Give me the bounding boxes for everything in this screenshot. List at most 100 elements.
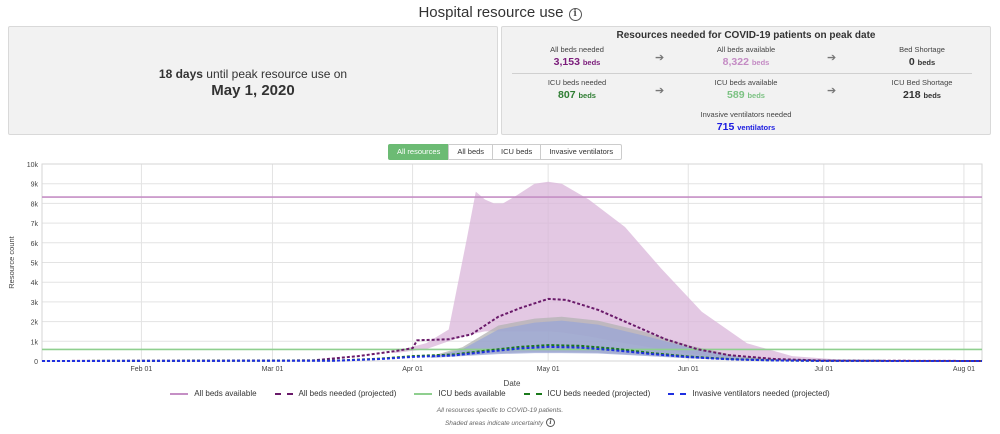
info-icon[interactable]: i	[546, 418, 556, 427]
y-tick-label: 4k	[31, 280, 39, 287]
series-line	[41, 297, 983, 362]
vent-needed-value-row: 715 ventilators	[681, 121, 811, 133]
chart-lines	[41, 196, 983, 362]
y-axis-ticks: 0 1k 2k 3k 4k 5k 6k 7k 8k 9k 10k	[27, 162, 39, 366]
ventilators-needed: Invasive ventilators needed 715 ventilat…	[681, 110, 811, 133]
x-tick-label: Jul 01	[814, 366, 833, 373]
x-tick-label: Aug 01	[953, 366, 975, 373]
icu-needed-value-row: 807 beds	[512, 89, 642, 101]
all-beds-available-label: All beds available	[716, 45, 776, 54]
legend-swatch	[274, 392, 293, 395]
legend-item[interactable]: ICU beds available	[414, 389, 506, 398]
y-tick-label: 8k	[31, 201, 39, 208]
x-tick-label: May 01	[537, 366, 560, 373]
legend-label: ICU beds available	[438, 389, 506, 398]
uncertainty-band	[394, 181, 888, 361]
peak-countdown: 18 days until peak resource use on	[9, 67, 497, 81]
legend-item[interactable]: All beds needed (projected)	[274, 389, 397, 398]
note-uncertainty: Shaded areas indicate uncertainty i	[0, 418, 1000, 427]
peak-summary-panel: 18 days until peak resource use on May 1…	[8, 26, 498, 135]
all-beds-needed-label: All beds needed	[550, 45, 604, 54]
x-axis-label: Date	[504, 379, 521, 388]
resource-chart: 0 1k 2k 3k 4k 5k 6k 7k 8k 9k 10k Feb 01 Mar 01 Apr 0…	[7, 162, 983, 388]
note-specific: All resources specific to COVID-19 patie…	[436, 407, 564, 414]
peak-days: 18 days	[158, 67, 203, 81]
x-tick-label: Jun 01	[678, 366, 699, 373]
legend-label: All beds available	[194, 389, 257, 398]
x-tick-label: Apr 01	[402, 366, 423, 373]
icu-needed-label: ICU beds needed	[547, 78, 607, 87]
y-tick-label: 0	[34, 359, 38, 366]
icu-needed-value: 807	[558, 89, 576, 101]
icu-available-label: ICU beds available	[714, 78, 778, 87]
icu-beds-available: ICU beds available 589 beds	[681, 78, 811, 101]
icu-needed-unit: beds	[578, 91, 596, 100]
legend-label: Invasive ventilators needed (projected)	[692, 389, 830, 398]
legend-swatch	[414, 392, 433, 395]
legend-item[interactable]: All beds available	[170, 389, 257, 398]
legend-item[interactable]: Invasive ventilators needed (projected)	[668, 389, 830, 398]
plot-frame	[41, 163, 983, 362]
icu-beds-needed: ICU beds needed 807 beds	[512, 78, 642, 101]
resource-tabs: All resources All beds ICU beds Invasive…	[388, 144, 623, 160]
legend-swatch	[523, 392, 542, 395]
x-axis-ticks: Feb 01 Mar 01 Apr 01 May 01 Jun 01 Jul 01 Aug …	[131, 366, 976, 373]
y-tick-label: 1k	[31, 339, 39, 346]
icu-shortage-label: ICU Bed Shortage	[891, 78, 953, 87]
all-beds-available: All beds available 8,322 beds	[681, 45, 811, 68]
all-beds-needed-value: 3,153	[553, 56, 580, 68]
vent-needed-unit: ventilators	[737, 123, 776, 132]
legend-swatch	[668, 392, 687, 395]
bed-shortage-unit: beds	[917, 58, 936, 67]
y-tick-label: 2k	[31, 320, 39, 327]
info-icon[interactable]: i	[568, 8, 582, 21]
icu-available-value: 589	[727, 89, 745, 101]
resources-panel: Resources needed for COVID-19 patients o…	[501, 26, 991, 135]
legend-label: ICU beds needed (projected)	[547, 389, 651, 398]
arrow-right-icon: ➔	[655, 52, 665, 64]
bed-shortage-label: Bed Shortage	[899, 45, 945, 54]
all-beds-needed: All beds needed 3,153 beds	[512, 45, 642, 68]
icu-shortage-value: 218	[903, 89, 921, 101]
bed-shortage: Bed Shortage 0 beds	[857, 45, 987, 68]
divider	[512, 73, 972, 74]
icu-shortage-value-row: 218 beds	[857, 89, 987, 101]
y-axis-label: Resource count	[7, 235, 16, 288]
all-beds-available-value: 8,322	[722, 56, 749, 68]
series-line	[41, 345, 983, 362]
vent-needed-label: Invasive ventilators needed	[700, 110, 792, 119]
chart-legend: All beds available All beds needed (proje…	[0, 389, 1000, 398]
peak-days-text: until peak resource use on	[202, 67, 348, 81]
page-title-text: Hospital resource use	[418, 4, 564, 21]
all-beds-available-value-row: 8,322 beds	[681, 56, 811, 68]
vent-needed-value: 715	[716, 121, 735, 133]
bed-shortage-value: 0	[908, 56, 915, 68]
y-tick-label: 6k	[31, 241, 39, 248]
arrow-right-icon: ➔	[655, 85, 665, 97]
tab-invasive-ventilators[interactable]: Invasive ventilators	[540, 144, 623, 160]
all-beds-needed-value-row: 3,153 beds	[512, 56, 642, 68]
arrow-right-icon: ➔	[827, 85, 837, 97]
peak-date: May 1, 2020	[211, 82, 295, 99]
bed-shortage-value-row: 0 beds	[857, 56, 987, 68]
icu-available-unit: beds	[747, 91, 765, 100]
all-beds-needed-unit: beds	[582, 58, 601, 67]
icu-bed-shortage: ICU Bed Shortage 218 beds	[857, 78, 987, 101]
y-tick-label: 5k	[31, 261, 39, 268]
y-tick-label: 7k	[31, 221, 39, 228]
note-uncertainty-text: Shaded areas indicate uncertainty	[444, 420, 544, 427]
y-tick-label: 10k	[27, 162, 39, 169]
all-beds-available-unit: beds	[751, 58, 770, 67]
y-tick-label: 3k	[31, 300, 39, 307]
page-title: Hospital resource use i	[0, 4, 1000, 21]
icu-shortage-unit: beds	[923, 91, 941, 100]
resources-title: Resources needed for COVID-19 patients o…	[616, 30, 876, 41]
legend-item[interactable]: ICU beds needed (projected)	[523, 389, 651, 398]
legend-label: All beds needed (projected)	[298, 389, 397, 398]
icu-available-value-row: 589 beds	[681, 89, 811, 101]
x-tick-label: Feb 01	[131, 366, 153, 373]
legend-swatch	[170, 392, 189, 395]
arrow-right-icon: ➔	[827, 52, 837, 64]
y-tick-label: 9k	[31, 182, 39, 189]
x-tick-label: Mar 01	[262, 366, 284, 373]
